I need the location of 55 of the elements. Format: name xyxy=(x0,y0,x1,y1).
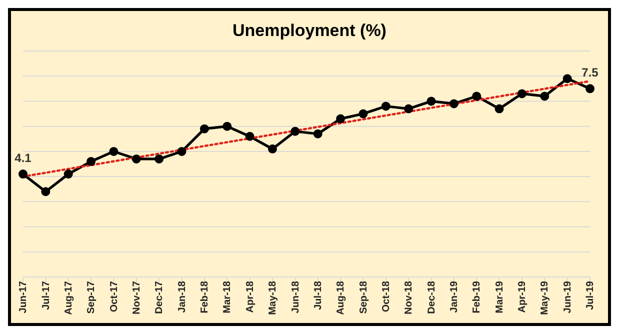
point xyxy=(426,96,436,106)
point xyxy=(336,114,346,124)
point xyxy=(222,122,232,131)
x-tick-label: Mar-19 xyxy=(494,280,506,314)
point xyxy=(290,126,300,136)
point xyxy=(154,154,164,164)
point xyxy=(132,154,141,164)
chart-title: Unemployment (%) xyxy=(232,20,388,42)
point xyxy=(313,129,322,138)
point xyxy=(540,92,550,101)
point xyxy=(64,170,73,179)
point xyxy=(109,146,118,156)
point xyxy=(358,109,368,118)
point xyxy=(494,104,504,114)
x-tick-label: Feb-18 xyxy=(200,280,211,314)
x-tick-label: Sep-17 xyxy=(86,280,98,314)
x-tick-label: Dec-18 xyxy=(426,280,438,314)
point xyxy=(517,89,526,98)
x-tick-label: Apr-19 xyxy=(517,280,528,313)
x-tick-label: Oct-17 xyxy=(108,280,120,312)
point xyxy=(381,102,390,111)
data-label: 4.1 xyxy=(14,151,32,166)
point xyxy=(449,99,458,108)
x-tick-label: Jan-18 xyxy=(176,280,188,313)
x-tick-label: Aug-18 xyxy=(336,280,347,315)
point xyxy=(472,92,482,101)
x-tick-label: May-18 xyxy=(268,280,279,315)
x-tick-label: Sep-18 xyxy=(358,280,370,314)
x-tick-label: Mar-18 xyxy=(222,280,234,314)
x-tick-label: Jun-17 xyxy=(18,280,30,314)
x-tick-label: Jul-18 xyxy=(312,280,324,310)
point xyxy=(245,132,254,141)
x-tick-label: Dec-17 xyxy=(154,280,166,314)
point xyxy=(586,84,594,94)
point xyxy=(177,146,186,156)
x-tick-label: Aug-17 xyxy=(63,280,74,315)
x-tick-label: Jan-19 xyxy=(449,280,460,313)
x-tick-label: Nov-18 xyxy=(404,280,415,314)
x-tick-label: Feb-19 xyxy=(472,280,483,314)
point xyxy=(200,124,209,134)
x-tick-label: Nov-17 xyxy=(132,280,142,314)
point xyxy=(268,144,277,154)
point xyxy=(562,74,572,84)
x-tick-label: Apr-18 xyxy=(244,280,256,313)
x-tick-label: Jul-19 xyxy=(585,280,596,310)
x-tick-label: Oct-18 xyxy=(380,280,392,312)
point xyxy=(18,170,28,179)
data-label: 7.5 xyxy=(582,66,599,80)
x-tick-label: Jun-18 xyxy=(290,280,302,314)
x-tick-label: Jun-19 xyxy=(562,280,574,314)
point xyxy=(86,156,96,166)
point xyxy=(41,187,50,196)
point xyxy=(404,104,414,114)
x-tick-label: Jul-17 xyxy=(40,280,52,310)
x-tick-label: May-19 xyxy=(540,280,551,315)
